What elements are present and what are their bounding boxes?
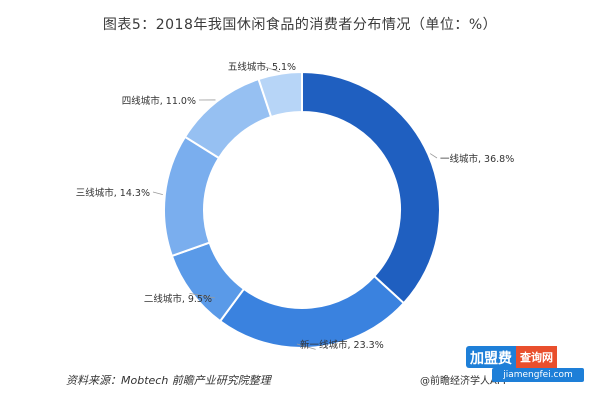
slice-label-3: 二线城市, 9.5%	[144, 293, 212, 305]
slice-label-4: 三线城市, 14.3%	[76, 187, 150, 199]
slice-6	[257, 70, 303, 119]
slice-4	[163, 135, 221, 258]
leader-line-1	[429, 153, 438, 159]
brand-url: jiamengfei.com	[492, 368, 584, 382]
leader-line-4	[152, 191, 163, 196]
leader-line-2	[296, 343, 316, 350]
source-note: 资料来源：Mobtech 前瞻产业研究院整理	[66, 374, 271, 387]
brand-logo: 加盟费 查询网	[466, 346, 586, 368]
brand-part1: 加盟费	[466, 346, 516, 368]
leader-line-3	[189, 292, 216, 299]
slice-label-5: 四线城市, 11.0%	[122, 95, 196, 107]
slice-1	[301, 70, 441, 305]
slice-label-2: 新一线城市, 23.3%	[300, 339, 384, 351]
brand-part2: 查询网	[516, 346, 557, 368]
slice-2	[218, 274, 406, 349]
chart-title: 图表5：2018年我国休闲食品的消费者分布情况（单位：%）	[102, 17, 498, 33]
slice-label-6: 五线城市, 5.1%	[228, 61, 296, 73]
slice-label-1: 一线城市, 36.8%	[440, 153, 514, 165]
watermark-text: @前瞻经济学人APP	[420, 376, 509, 387]
leader-line-6	[261, 65, 280, 73]
